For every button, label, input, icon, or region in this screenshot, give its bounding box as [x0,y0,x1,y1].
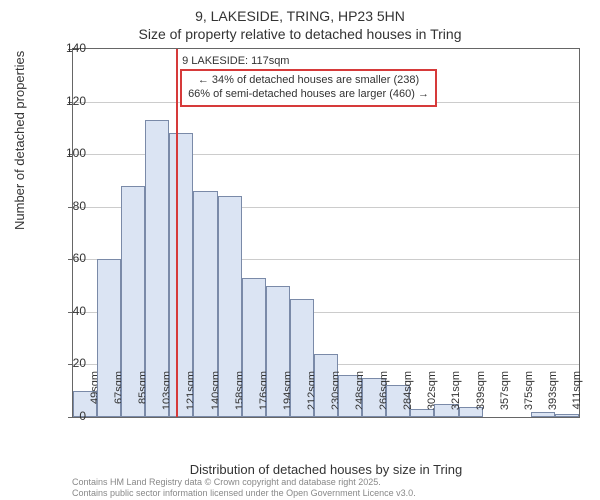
title-block: 9, LAKESIDE, TRING, HP23 5HN Size of pro… [0,8,600,42]
marker-line [176,49,178,417]
annotation-line-2: 66% of semi-detached houses are larger (… [188,88,429,102]
marker-value-label: 9 LAKESIDE: 117sqm [182,55,289,67]
annotation-line-1: ← 34% of detached houses are smaller (23… [188,74,429,88]
x-tick-label: 357sqm [499,371,511,421]
y-tick-label: 140 [46,41,86,55]
x-axis-title: Distribution of detached houses by size … [72,462,580,477]
y-tick-label: 120 [46,94,86,108]
y-tick-label: 60 [46,251,86,265]
annotation-box: ← 34% of detached houses are smaller (23… [180,69,437,107]
x-tick-label: 411sqm [571,371,583,421]
plot-area: 49sqm67sqm85sqm103sqm121sqm140sqm158sqm1… [72,48,580,418]
y-tick-label: 0 [46,409,86,423]
footer-attribution: Contains HM Land Registry data © Crown c… [72,477,416,498]
x-tick-label: 339sqm [475,371,487,421]
y-tick-label: 20 [46,356,86,370]
y-axis-title: Number of detached properties [12,51,27,230]
title-line-1: 9, LAKESIDE, TRING, HP23 5HN [0,8,600,24]
footer-line-1: Contains HM Land Registry data © Crown c… [72,477,416,487]
title-line-2: Size of property relative to detached ho… [0,26,600,42]
footer-line-2: Contains public sector information licen… [72,488,416,498]
y-tick-label: 100 [46,146,86,160]
chart-container: 9, LAKESIDE, TRING, HP23 5HN Size of pro… [0,0,600,500]
y-tick-label: 80 [46,199,86,213]
y-tick-label: 40 [46,304,86,318]
